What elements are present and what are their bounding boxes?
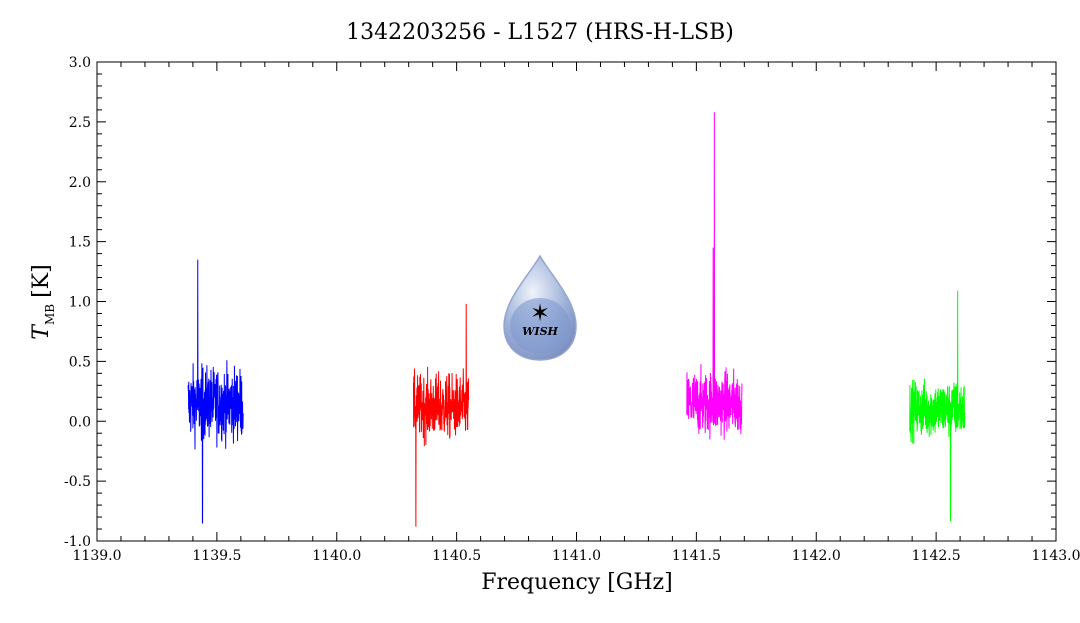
spectrum-series-4 xyxy=(910,291,965,521)
x-tick-label: 1142.5 xyxy=(912,548,961,564)
logo-text: WISH xyxy=(522,325,558,338)
y-tick-label: 1.0 xyxy=(69,295,91,311)
logo-star-icon: ✶ xyxy=(530,299,550,327)
x-tick-label: 1140.0 xyxy=(312,548,361,564)
x-tick-label: 1139.0 xyxy=(73,548,122,564)
spectrum-series-1 xyxy=(188,260,243,523)
plot-frame xyxy=(97,62,1056,541)
y-tick-label: 3.0 xyxy=(69,55,91,71)
y-tick-label: 1.5 xyxy=(69,235,91,251)
y-tick-label: -1.0 xyxy=(64,534,91,550)
x-axis-label: Frequency [GHz] xyxy=(481,570,673,595)
x-tick-label: 1141.0 xyxy=(552,548,601,564)
x-tick-label: 1142.0 xyxy=(792,548,841,564)
svg-text:TMB[K]: TMB[K] xyxy=(29,264,57,339)
spectrum-series-3 xyxy=(687,112,742,439)
x-tick-label: 1143.0 xyxy=(1032,548,1080,564)
wish-logo: ✶WISH xyxy=(504,256,576,360)
y-tick-label: 0.0 xyxy=(69,414,91,430)
x-tick-label: 1140.5 xyxy=(432,548,481,564)
y-axis-label-unit: [K] xyxy=(29,264,54,298)
y-tick-label: 2.0 xyxy=(69,175,91,191)
spectrum-series-2 xyxy=(413,304,468,527)
y-tick-label: 2.5 xyxy=(69,115,91,131)
x-tick-label: 1139.5 xyxy=(192,548,241,564)
y-tick-label: -0.5 xyxy=(64,474,91,490)
chart-title: 1342203256 - L1527 (HRS-H-LSB) xyxy=(346,20,734,45)
x-tick-label: 1141.5 xyxy=(672,548,721,564)
y-axis-label: TMB[K] xyxy=(29,264,57,339)
y-axis-label-sub: MB xyxy=(43,304,57,325)
y-tick-label: 0.5 xyxy=(69,354,91,370)
